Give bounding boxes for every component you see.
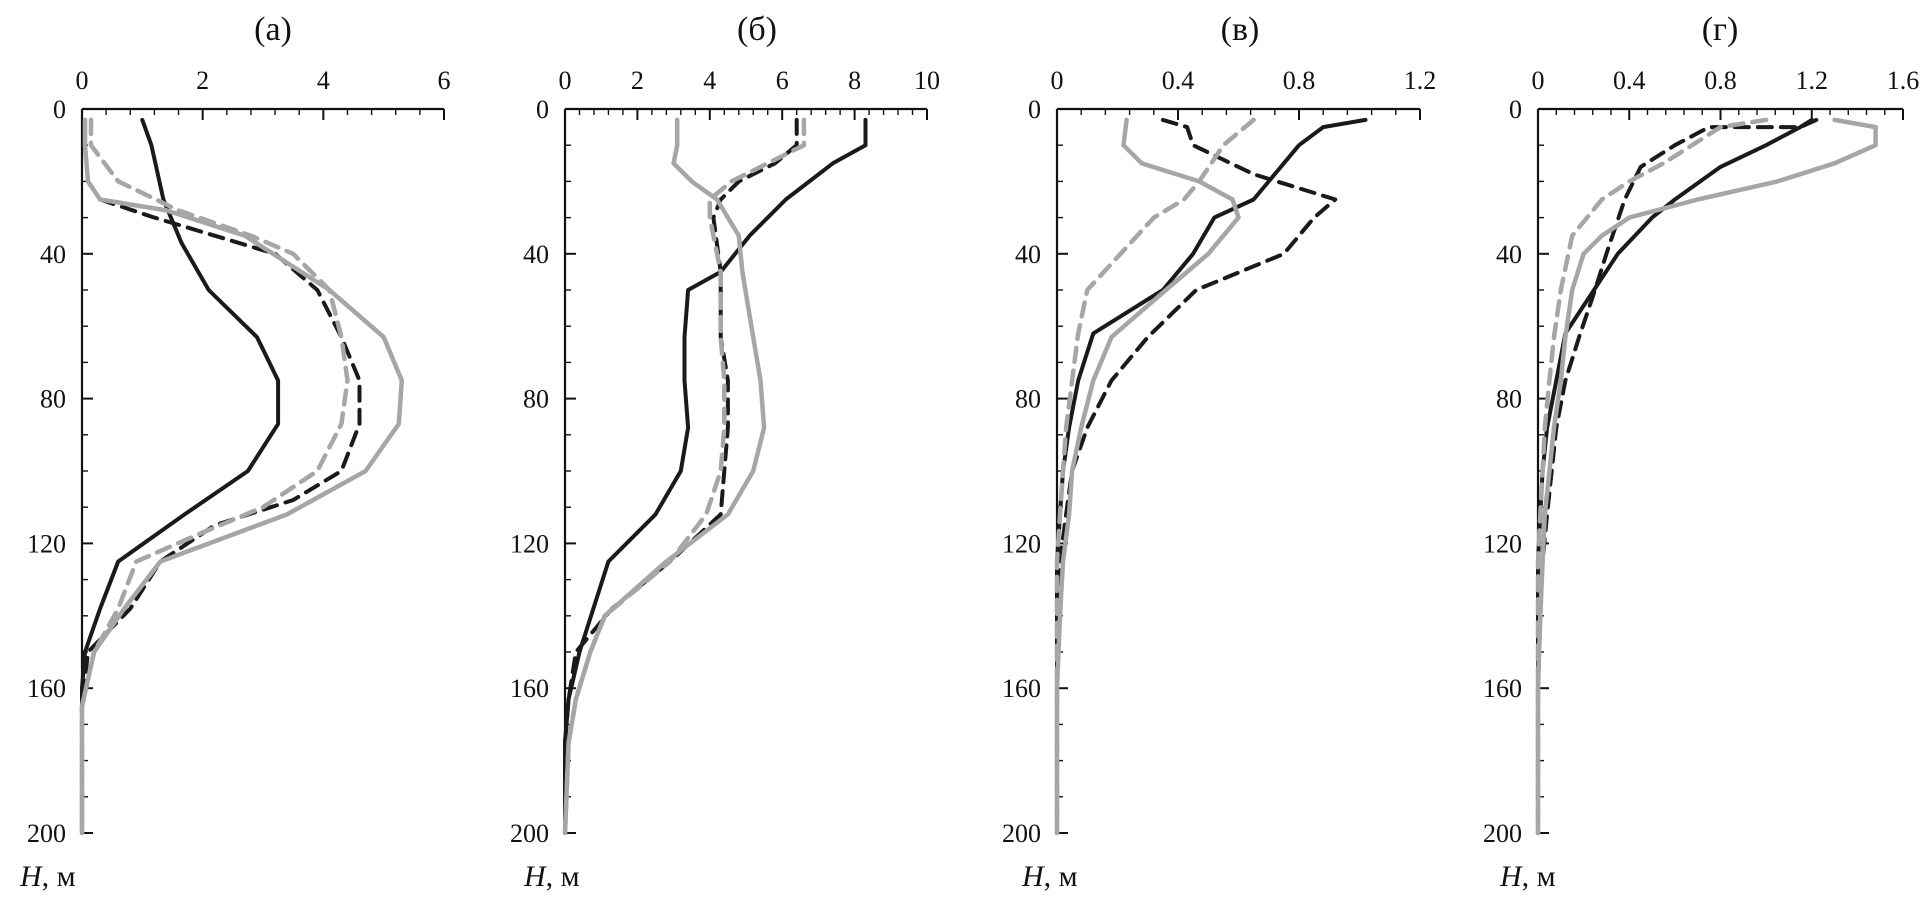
y-tick-label: 200 [27, 819, 66, 848]
panel-title: (в) [1221, 11, 1260, 48]
x-tick-label: 4 [703, 66, 716, 95]
x-tick-label: 2 [631, 66, 644, 95]
series-line [1535, 117, 1878, 836]
y-axis-label-unit: , м [546, 860, 580, 893]
y-tick-label: 160 [1483, 674, 1522, 703]
series-line [79, 117, 405, 836]
panel-title: (г) [1702, 11, 1739, 48]
y-tick-label: 80 [1496, 385, 1522, 414]
x-tick-label: 1.2 [1796, 66, 1829, 95]
y-axis-label-unit: , м [42, 860, 76, 893]
y-axis-label: H, м [523, 860, 580, 893]
panel-title: (б) [737, 11, 777, 48]
y-tick-label: 160 [510, 674, 549, 703]
y-tick-label: 40 [1015, 240, 1041, 269]
y-tick-label: 200 [510, 819, 549, 848]
series-line [1055, 117, 1368, 835]
panel-d: (г) H, м 0 0.4 0.8 1.2 1.6 0 40 80 120 160 200 [1483, 11, 1919, 893]
y-tick-label: 120 [510, 529, 549, 558]
series-line [79, 117, 350, 836]
x-tick-label: 0.4 [1613, 66, 1646, 95]
x-tick-label: 0 [1051, 66, 1064, 95]
x-tick-label: 2 [196, 66, 209, 95]
panel-title: (а) [254, 11, 292, 48]
x-tick-label: 6 [438, 66, 451, 95]
panel-b: (б) H, м 0 2 4 6 8 10 0 40 80 120 160 200 [510, 11, 940, 893]
series-line [80, 117, 281, 835]
series-line [563, 117, 868, 835]
series-line [1536, 117, 1819, 835]
y-axis-label: H, м [19, 860, 76, 893]
y-axis-label: H, м [1021, 860, 1078, 893]
y-tick-label: 0 [536, 95, 549, 124]
x-tick-label: 1.2 [1404, 66, 1437, 95]
y-tick-label: 40 [40, 240, 66, 269]
y-tick-label: 200 [1483, 819, 1522, 848]
x-tick-label: 0.4 [1162, 66, 1195, 95]
y-tick-label: 120 [27, 529, 66, 558]
y-tick-label: 80 [40, 385, 66, 414]
series-line [563, 117, 799, 835]
y-axis-label-var: H [19, 860, 44, 893]
x-tick-label: 0.8 [1704, 66, 1737, 95]
y-axis-label-var: H [1499, 860, 1524, 893]
series-line [80, 197, 362, 835]
y-tick-label: 40 [523, 240, 549, 269]
y-axis-label: H, м [1499, 860, 1556, 893]
x-tick-label: 0 [559, 66, 572, 95]
series-line [1054, 117, 1256, 836]
panel-c: (в) H, м 0 0.4 0.8 1.2 0 40 80 120 160 200 [1002, 11, 1436, 893]
x-tick-label: 6 [776, 66, 789, 95]
y-tick-label: 120 [1483, 529, 1522, 558]
series-line [562, 117, 767, 836]
y-axis-label-unit: , м [1522, 860, 1556, 893]
x-tick-label: 4 [317, 66, 330, 95]
y-tick-label: 80 [523, 385, 549, 414]
x-tick-label: 1.6 [1887, 66, 1920, 95]
y-tick-label: 0 [1509, 95, 1522, 124]
y-tick-label: 80 [1015, 385, 1041, 414]
y-tick-label: 160 [1002, 674, 1041, 703]
y-axis-label-var: H [1021, 860, 1046, 893]
y-tick-label: 0 [53, 95, 66, 124]
y-tick-label: 160 [27, 674, 66, 703]
x-tick-label: 0 [1532, 66, 1545, 95]
y-axis-label-var: H [523, 860, 548, 893]
panel-a: (а) H, м 0 2 4 6 0 40 80 120 160 200 [19, 11, 451, 893]
x-tick-label: 10 [914, 66, 940, 95]
series-line [1054, 117, 1241, 836]
series-line [1055, 117, 1338, 835]
x-tick-label: 0.8 [1283, 66, 1316, 95]
x-tick-label: 0 [76, 66, 89, 95]
y-tick-label: 40 [1496, 240, 1522, 269]
series-line [1535, 117, 1769, 836]
series-line [562, 117, 807, 836]
x-tick-label: 8 [848, 66, 861, 95]
y-axis-label-unit: , м [1044, 860, 1078, 893]
y-tick-label: 120 [1002, 529, 1041, 558]
y-tick-label: 200 [1002, 819, 1041, 848]
y-tick-label: 0 [1028, 95, 1041, 124]
